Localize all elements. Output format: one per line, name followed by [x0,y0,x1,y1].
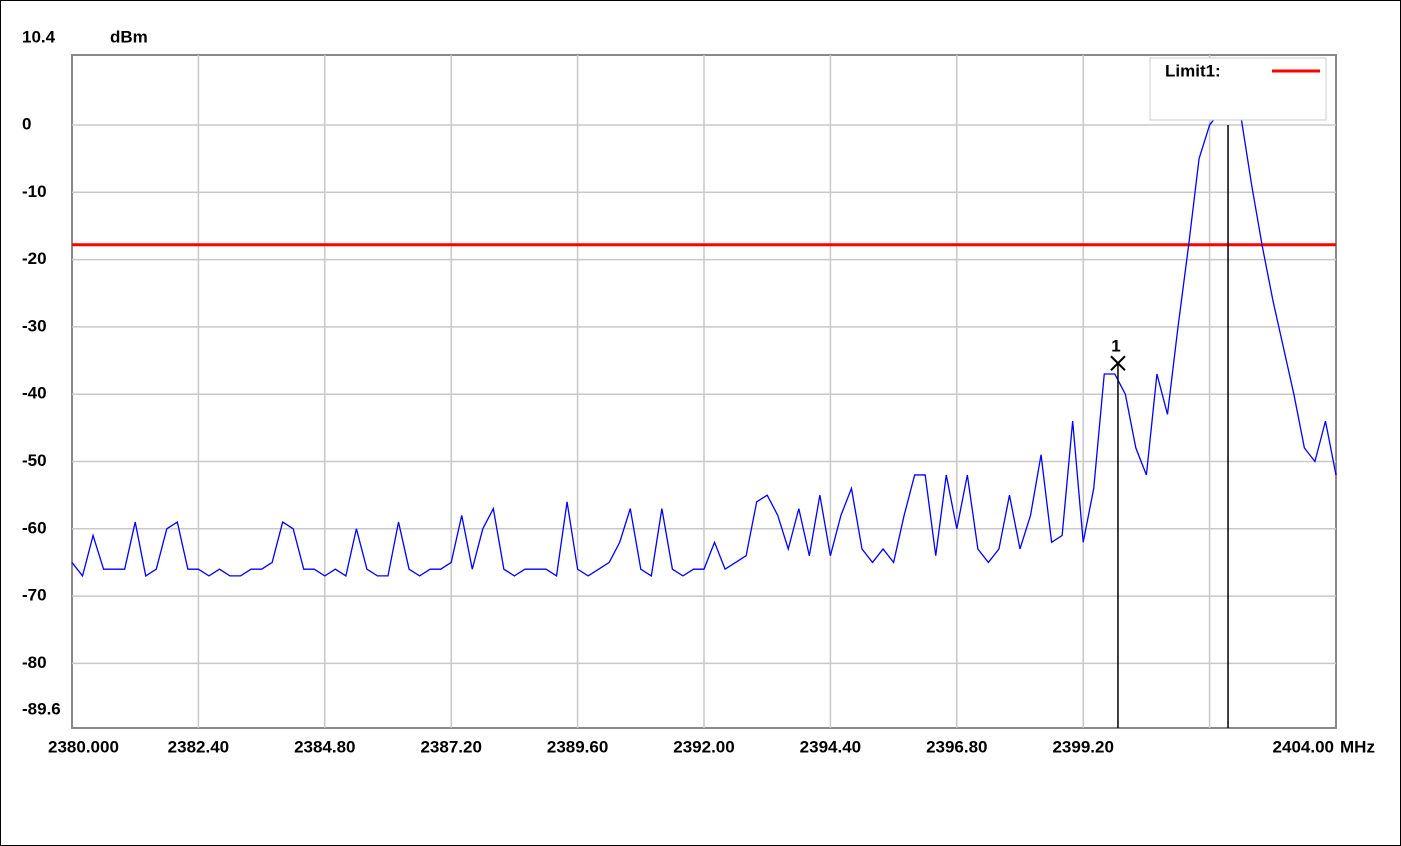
x-tick-label: 2384.80 [294,737,355,756]
y-tick-label: -10 [22,182,47,201]
y-tick-label: -40 [22,384,47,403]
x-tick-label: 2399.20 [1052,737,1113,756]
x-tick-label: 2382.40 [168,737,229,756]
y-tick-label: -80 [22,653,47,672]
y-tick-label: -30 [22,316,47,335]
x-tick-label: 2396.80 [926,737,987,756]
x-tick-label: 2404.00 [1273,737,1334,756]
x-tick-label: 2394.40 [800,737,861,756]
marker-label: 1 [1111,337,1120,356]
y-tick-label: -89.6 [22,699,61,718]
legend-label: Limit1: [1165,61,1221,80]
trace [71,110,1337,578]
legend-box [1149,57,1327,121]
y-tick-label: -50 [22,451,47,470]
x-tick-label: 2387.20 [420,737,481,756]
marker-cross [1110,355,1126,371]
y-tick-label: -20 [22,249,47,268]
y-tick-label: 10.4 [22,27,56,46]
y-tick-label: -60 [22,518,47,537]
y-tick-label: 0 [22,114,31,133]
y-tick-label: -70 [22,586,47,605]
x-tick-label: 2380.000 [48,737,119,756]
x-tick-label: 2389.60 [547,737,608,756]
y-unit: dBm [110,27,148,46]
x-tick-label: 2392.00 [673,737,734,756]
x-unit: MHz [1340,737,1375,756]
